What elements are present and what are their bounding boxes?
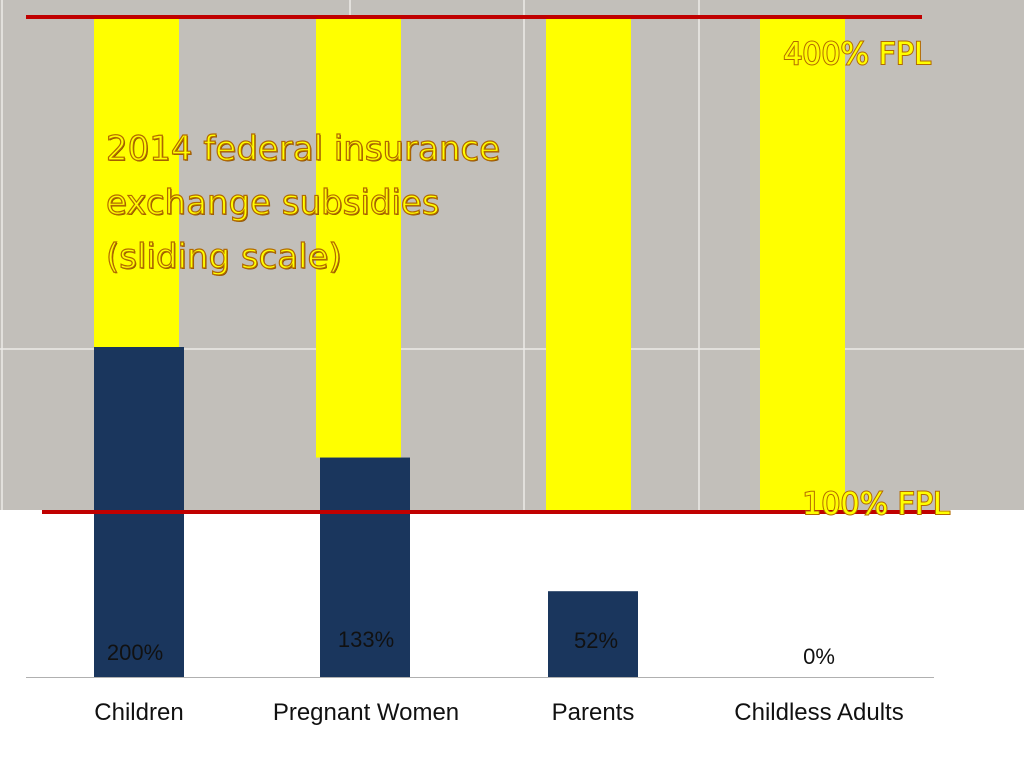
subsidy-band-children <box>94 17 179 347</box>
bar-pregnant-women <box>320 457 410 677</box>
bar-parents <box>548 591 638 677</box>
annotation-line-2: exchange subsidies <box>105 182 440 223</box>
category-label-pregnant-women: Pregnant Women <box>273 699 459 726</box>
fpl-400-label: 400% FPL <box>783 37 931 72</box>
subsidy-band-pregnant-women <box>316 17 401 458</box>
subsidy-bands <box>94 17 845 512</box>
annotation-line-3: (sliding scale) <box>105 236 342 277</box>
fpl-reference-lines <box>26 15 940 514</box>
data-label-childless-adults: 0% <box>803 644 835 669</box>
subsidy-band-childless-adults <box>760 17 845 512</box>
chart-labels: Children Pregnant Women Parents Childless A… <box>94 36 951 726</box>
data-label-parents: 52% <box>574 628 618 653</box>
fpl-100-label: 100% FPL <box>802 487 950 522</box>
category-label-childless-adults: Childless Adults <box>734 699 903 726</box>
annotation-line-1: 2014 federal insurance <box>105 128 501 169</box>
subsidy-band-parents <box>546 17 631 512</box>
data-label-pregnant-women: 133% <box>338 627 394 652</box>
subsidy-annotation: 2014 federal insurance exchange subsidie… <box>105 122 546 284</box>
data-label-children: 200% <box>107 640 163 665</box>
category-label-children: Children <box>94 699 183 726</box>
category-label-parents: Parents <box>552 699 635 726</box>
